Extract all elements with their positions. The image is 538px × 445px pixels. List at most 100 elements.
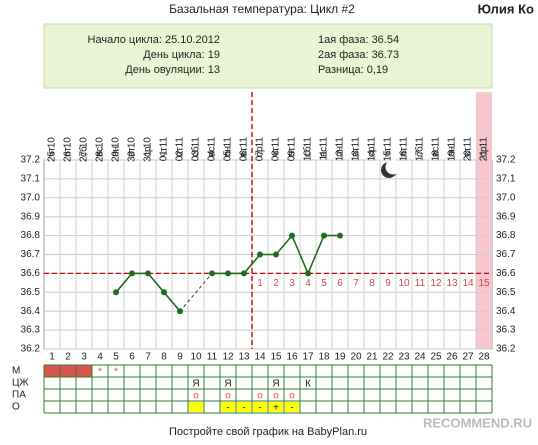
y-tick-label: 36.3 — [21, 325, 41, 336]
y-tick-label-right: 36.3 — [496, 325, 516, 336]
temperature-point — [145, 270, 151, 277]
table-mark: К — [305, 379, 311, 390]
date-label: 21.11 — [479, 137, 490, 162]
y-tick-label: 36.4 — [21, 306, 41, 317]
weekday-label: ср — [367, 146, 378, 157]
y-tick-label-right: 36.4 — [496, 306, 516, 317]
opk-cell — [253, 402, 267, 412]
y-tick-label-right: 37.0 — [496, 192, 516, 203]
highlight-day — [476, 92, 492, 349]
table-mark: - — [242, 403, 245, 414]
y-tick-label: 36.5 — [21, 287, 41, 298]
table-mark: o — [257, 391, 263, 402]
temperature-point — [241, 270, 247, 277]
weekday-label: сб — [190, 146, 202, 157]
temperature-point — [289, 232, 295, 239]
y-tick-label: 37.0 — [21, 192, 41, 203]
weekday-label: ср — [479, 146, 490, 157]
y-tick-label: 36.8 — [21, 230, 41, 241]
date-label: 10.11 — [303, 137, 314, 162]
y-tick-label-right: 36.9 — [496, 211, 516, 222]
row-label: М — [12, 366, 20, 377]
x-tick-label: 27 — [462, 352, 474, 363]
weekday-label: пн — [447, 146, 458, 157]
luteal-day: 11 — [415, 278, 426, 289]
table-mark: Я — [192, 379, 199, 390]
y-tick-label: 37.2 — [21, 155, 41, 166]
date-label: 17.11 — [415, 137, 426, 162]
date-label: 09.11 — [287, 137, 298, 162]
menses-cell — [44, 365, 60, 377]
weekday-label: вт — [351, 147, 362, 157]
date-label: 05.11 — [223, 137, 234, 162]
user-name: Юлия Ко — [478, 1, 534, 16]
date-label: 19.11 — [447, 137, 458, 162]
y-tick-label-right: 36.8 — [496, 230, 516, 241]
luteal-day: 15 — [478, 278, 490, 289]
opk-cell — [237, 402, 251, 412]
date-label: 25.10 — [47, 137, 58, 162]
date-label: 01.11 — [159, 137, 170, 162]
row-label: ЦЖ — [12, 378, 29, 389]
date-label: 27.10 — [79, 137, 90, 162]
weekday-label: вс — [207, 147, 218, 157]
temperature-point — [321, 232, 327, 239]
luteal-day: 14 — [462, 278, 474, 289]
chart-title: Базальная температура: Цикл #2 — [169, 2, 355, 16]
table-mark: o — [289, 391, 295, 402]
table-mark: - — [290, 403, 293, 414]
weekday-label: пн — [111, 146, 122, 157]
weekday-label: вт — [239, 147, 250, 157]
x-tick-label: 15 — [270, 352, 282, 363]
x-tick-label: 24 — [414, 352, 426, 363]
y-tick-label: 37.1 — [21, 174, 41, 185]
y-tick-label-right: 36.6 — [496, 268, 516, 279]
luteal-day: 5 — [321, 278, 327, 289]
opk-cell — [285, 402, 299, 412]
x-tick-label: 26 — [446, 352, 458, 363]
y-tick-label: 36.9 — [21, 211, 41, 222]
table-mark: + — [273, 403, 279, 414]
summary-box — [43, 23, 493, 89]
weekday-label: сб — [302, 146, 314, 157]
date-label: 08.11 — [271, 137, 282, 162]
weekday-label: вс — [319, 147, 330, 157]
summary-right: 2ая фаза: 36.73 — [318, 49, 399, 61]
gap-connector — [179, 273, 213, 312]
temperature-point — [337, 232, 343, 239]
summary-left: День овуляции: 13 — [125, 64, 220, 76]
x-tick-label: 22 — [382, 352, 394, 363]
date-label: 31.10 — [143, 137, 154, 162]
x-tick-label: 23 — [398, 352, 410, 363]
weekday-label: чт — [159, 147, 170, 157]
x-tick-label: 4 — [97, 352, 103, 363]
opk-cell — [221, 402, 235, 412]
weekday-label: ср — [143, 146, 154, 157]
luteal-day: 12 — [430, 278, 442, 289]
x-tick-label: 1 — [49, 352, 55, 363]
x-tick-label: 18 — [318, 352, 330, 363]
table-mark: - — [226, 403, 229, 414]
table-mark: o — [225, 391, 231, 402]
temperature-point — [177, 308, 183, 315]
date-label: 14.11 — [367, 137, 378, 162]
moon-icon-cut — [385, 159, 401, 175]
temperature-point — [225, 270, 231, 277]
date-label: 06.11 — [239, 137, 250, 162]
date-label: 20.11 — [463, 137, 474, 162]
table-mark: Я — [224, 379, 231, 390]
y-tick-label-right: 37.1 — [496, 174, 516, 185]
date-label: 13.11 — [351, 137, 362, 162]
summary-right: Разница: 0,19 — [318, 64, 388, 76]
luteal-day: 6 — [337, 278, 343, 289]
weekday-label: пн — [335, 146, 346, 157]
x-tick-label: 9 — [177, 352, 183, 363]
table-mark: Я — [272, 379, 279, 390]
summary-right: 1ая фаза: 36.54 — [318, 34, 399, 46]
table-mark: * — [114, 367, 118, 378]
date-label: 16.11 — [399, 137, 410, 162]
date-label: 07.11 — [255, 137, 266, 162]
table-mark: - — [258, 403, 261, 414]
x-tick-label: 7 — [145, 352, 151, 363]
x-tick-label: 3 — [81, 352, 87, 363]
